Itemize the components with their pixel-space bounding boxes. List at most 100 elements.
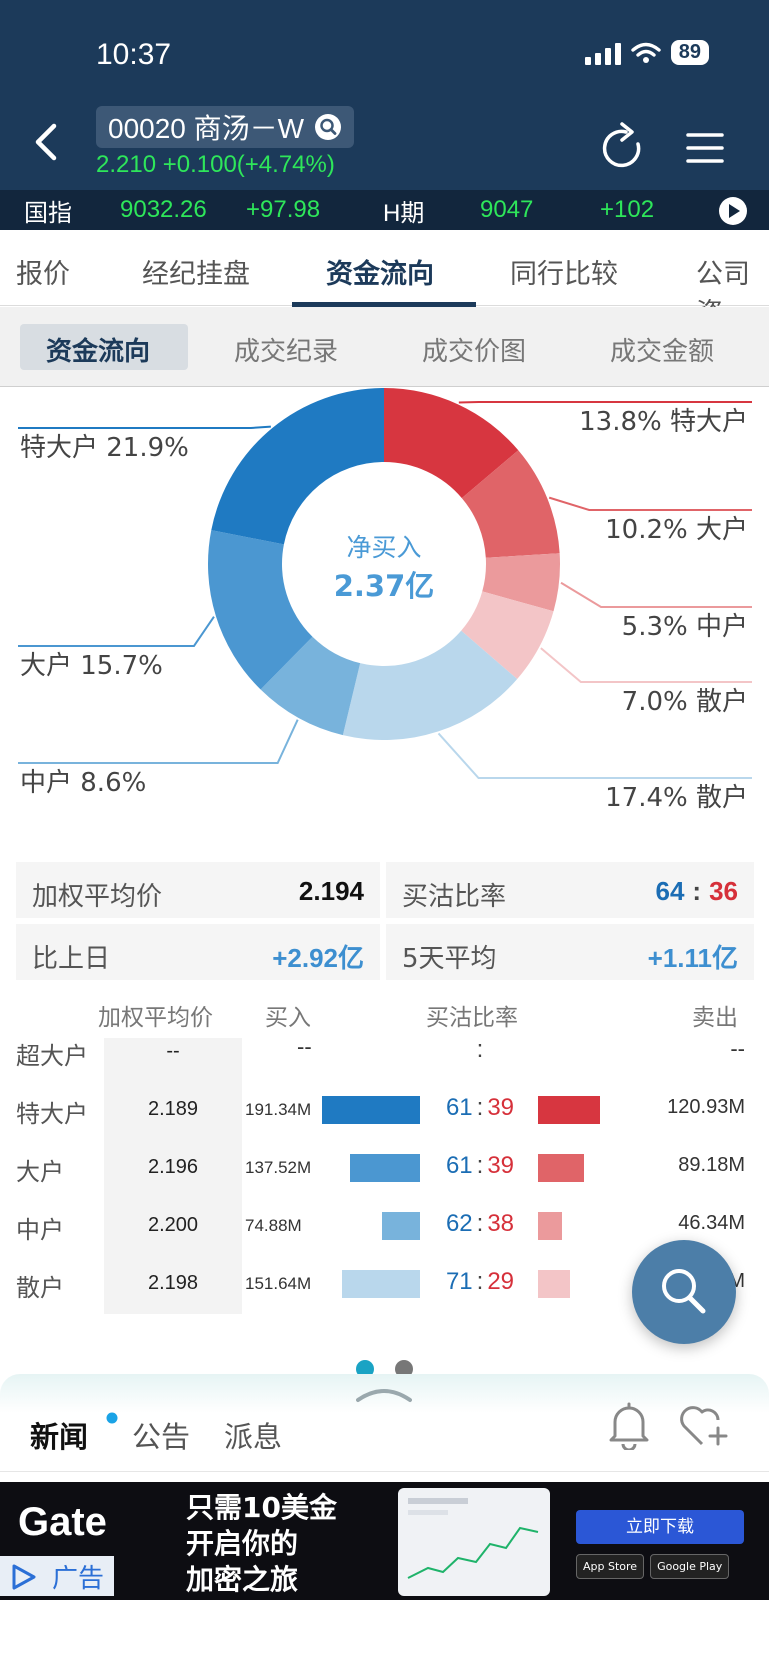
slice-label-6: 大户 15.7%: [20, 651, 163, 681]
news-tab-announcements[interactable]: 公告: [132, 1420, 191, 1454]
buy-bar: [382, 1212, 420, 1240]
buy-sell-ratio-cell: 买沽比率 64:36: [386, 862, 754, 918]
ratio-colon: :: [692, 876, 702, 906]
donut-slice-sell-2: [482, 553, 561, 612]
news-panel: 新闻 公告 派息: [0, 1374, 769, 1472]
price-change: 2.210 +0.100(+4.74%): [96, 151, 335, 178]
wifi-icon: [631, 42, 661, 63]
main-tab-bar: 报价 经纪挂盘 资金流向 同行比较 公司资: [0, 230, 769, 329]
buy-sell-ratio-value: 64:36: [655, 876, 738, 907]
row-buy-pct: 61: [445, 1094, 473, 1121]
ad-line-1: 只需10美金: [186, 1491, 337, 1524]
buy-bar: [342, 1270, 420, 1298]
avg-price-cell: 加权平均价 2.194: [16, 862, 380, 918]
row-buy-pct: 71: [445, 1268, 473, 1295]
index-ticker[interactable]: 国指 9032.26 +97.98 H期 9047 +102: [0, 190, 769, 230]
page-dot: [395, 1360, 413, 1378]
donut-slice-buy-4: [342, 630, 518, 740]
unread-dot: [106, 1412, 118, 1424]
avg5-cell: 5天平均 +1.11亿: [386, 924, 754, 980]
header-avg-price: 加权平均价: [98, 1005, 213, 1031]
row-avg-price: 2.200: [147, 1214, 199, 1236]
slice-label-2: 5.3% 中户: [622, 612, 748, 642]
header-sell: 卖出: [692, 1005, 738, 1031]
row-ratio: 61:39: [435, 1152, 525, 1180]
row-sell: --: [730, 1036, 745, 1061]
floating-search-button[interactable]: [632, 1240, 736, 1344]
sell-bar: [538, 1154, 584, 1182]
page-dot-active: [356, 1360, 374, 1378]
vs-prev-value: +2.92亿: [272, 943, 364, 973]
stock-title-box[interactable]: 00020 商汤－W: [96, 106, 355, 148]
vs-prev-label: 比上日: [32, 944, 111, 974]
avg5-value: +1.11亿: [647, 943, 738, 973]
menu-icon[interactable]: [686, 132, 724, 164]
leader-line-7: [18, 425, 271, 429]
leader-line-6: [18, 616, 215, 647]
search-icon[interactable]: [314, 113, 342, 141]
avg-price-column-bg: [104, 1038, 242, 1314]
watchlist-add-icon[interactable]: [678, 1402, 732, 1448]
donut-slice-sell-3: [461, 591, 554, 680]
play-icon[interactable]: [718, 196, 748, 226]
row-ratio-colon: :: [476, 1152, 484, 1179]
sub-tab-bar: 资金流向 成交纪录 成交价图 成交金额: [0, 307, 769, 387]
buy-bar: [322, 1096, 420, 1124]
row-sell-pct: 39: [487, 1094, 515, 1121]
tab-peer-compare[interactable]: 同行比较: [510, 259, 618, 290]
buy-ratio: 64: [655, 876, 685, 906]
row-sell: 46.34M: [678, 1212, 745, 1234]
ticker-value-futures: 9047: [480, 196, 534, 223]
donut-slice-buy-6: [208, 530, 313, 690]
status-time: 10:37: [96, 38, 172, 71]
subtab-price-chart[interactable]: 成交价图: [422, 337, 527, 367]
donut-center-label: 净买入: [346, 533, 421, 562]
search-icon: [662, 1269, 706, 1314]
app-store-badge[interactable]: App Store: [576, 1554, 645, 1579]
ad-banner[interactable]: Gate 广告 只需10美金 开启你的 加密之旅 立即下载 App Store …: [0, 1482, 769, 1600]
ad-play-icon: [12, 1564, 36, 1590]
news-tab-news[interactable]: 新闻: [30, 1420, 89, 1454]
row-label: 中户: [16, 1216, 64, 1244]
donut-chart: 净买入 2.37亿 13.8% 特大户 10.2% 大户 5.3% 中户 7.0% 散户 1…: [18, 388, 752, 813]
row-avg-price: 2.198: [147, 1272, 199, 1294]
signal-icon: [584, 41, 621, 65]
ad-label-text: 广告: [52, 1564, 105, 1594]
tab-quote[interactable]: 报价: [16, 259, 70, 290]
back-arrow-icon[interactable]: [30, 122, 60, 162]
subtab-capital-flow[interactable]: 资金流向: [46, 337, 151, 367]
google-play-badge[interactable]: Google Play: [650, 1554, 730, 1579]
refresh-icon[interactable]: [600, 122, 646, 174]
row-label: 散户: [16, 1274, 64, 1302]
tab-capital-flow[interactable]: 资金流向: [326, 259, 434, 290]
ad-label: 广告: [0, 1556, 115, 1596]
active-tab-indicator: [292, 302, 476, 307]
tab-broker-queue[interactable]: 经纪挂盘: [142, 259, 250, 290]
row-ratio-colon: :: [476, 1094, 484, 1121]
news-tab-dividends[interactable]: 派息: [224, 1420, 283, 1454]
subtab-trade-amount[interactable]: 成交金额: [610, 337, 715, 367]
flow-table: 加权平均价 买入 买沽比率 卖出 超大户 -- --: -- 特大户 2.189 191.3…: [0, 990, 769, 1330]
row-sell: 89.18M: [678, 1154, 745, 1176]
leader-line-0: [458, 401, 752, 404]
donut-slice-sell-1: [461, 450, 560, 558]
row-sell-pct: 29: [487, 1268, 515, 1295]
bell-icon[interactable]: [606, 1400, 652, 1450]
row-sell-pct: 39: [487, 1152, 515, 1179]
slice-label-1: 10.2% 大户: [605, 515, 748, 545]
ticker-label-hsce: 国指: [24, 199, 72, 227]
vs-prev-cell: 比上日 +2.92亿: [16, 924, 380, 980]
ad-brand: Gate: [18, 1500, 107, 1544]
leader-line-3: [540, 647, 752, 683]
leader-line-1: [548, 496, 752, 511]
ad-download-button[interactable]: 立即下载: [576, 1510, 744, 1544]
ad-line-3: 加密之旅: [186, 1563, 299, 1596]
collapse-chevron-icon[interactable]: [356, 1382, 412, 1404]
row-buy: 137.52M: [245, 1158, 312, 1177]
row-buy: --: [297, 1034, 312, 1059]
header-buy: 买入: [265, 1005, 311, 1031]
avg-price-value: 2.194: [298, 876, 364, 906]
row-buy: 151.64M: [245, 1274, 312, 1293]
subtab-trade-record[interactable]: 成交纪录: [234, 337, 339, 367]
status-indicators: 89: [584, 40, 709, 65]
